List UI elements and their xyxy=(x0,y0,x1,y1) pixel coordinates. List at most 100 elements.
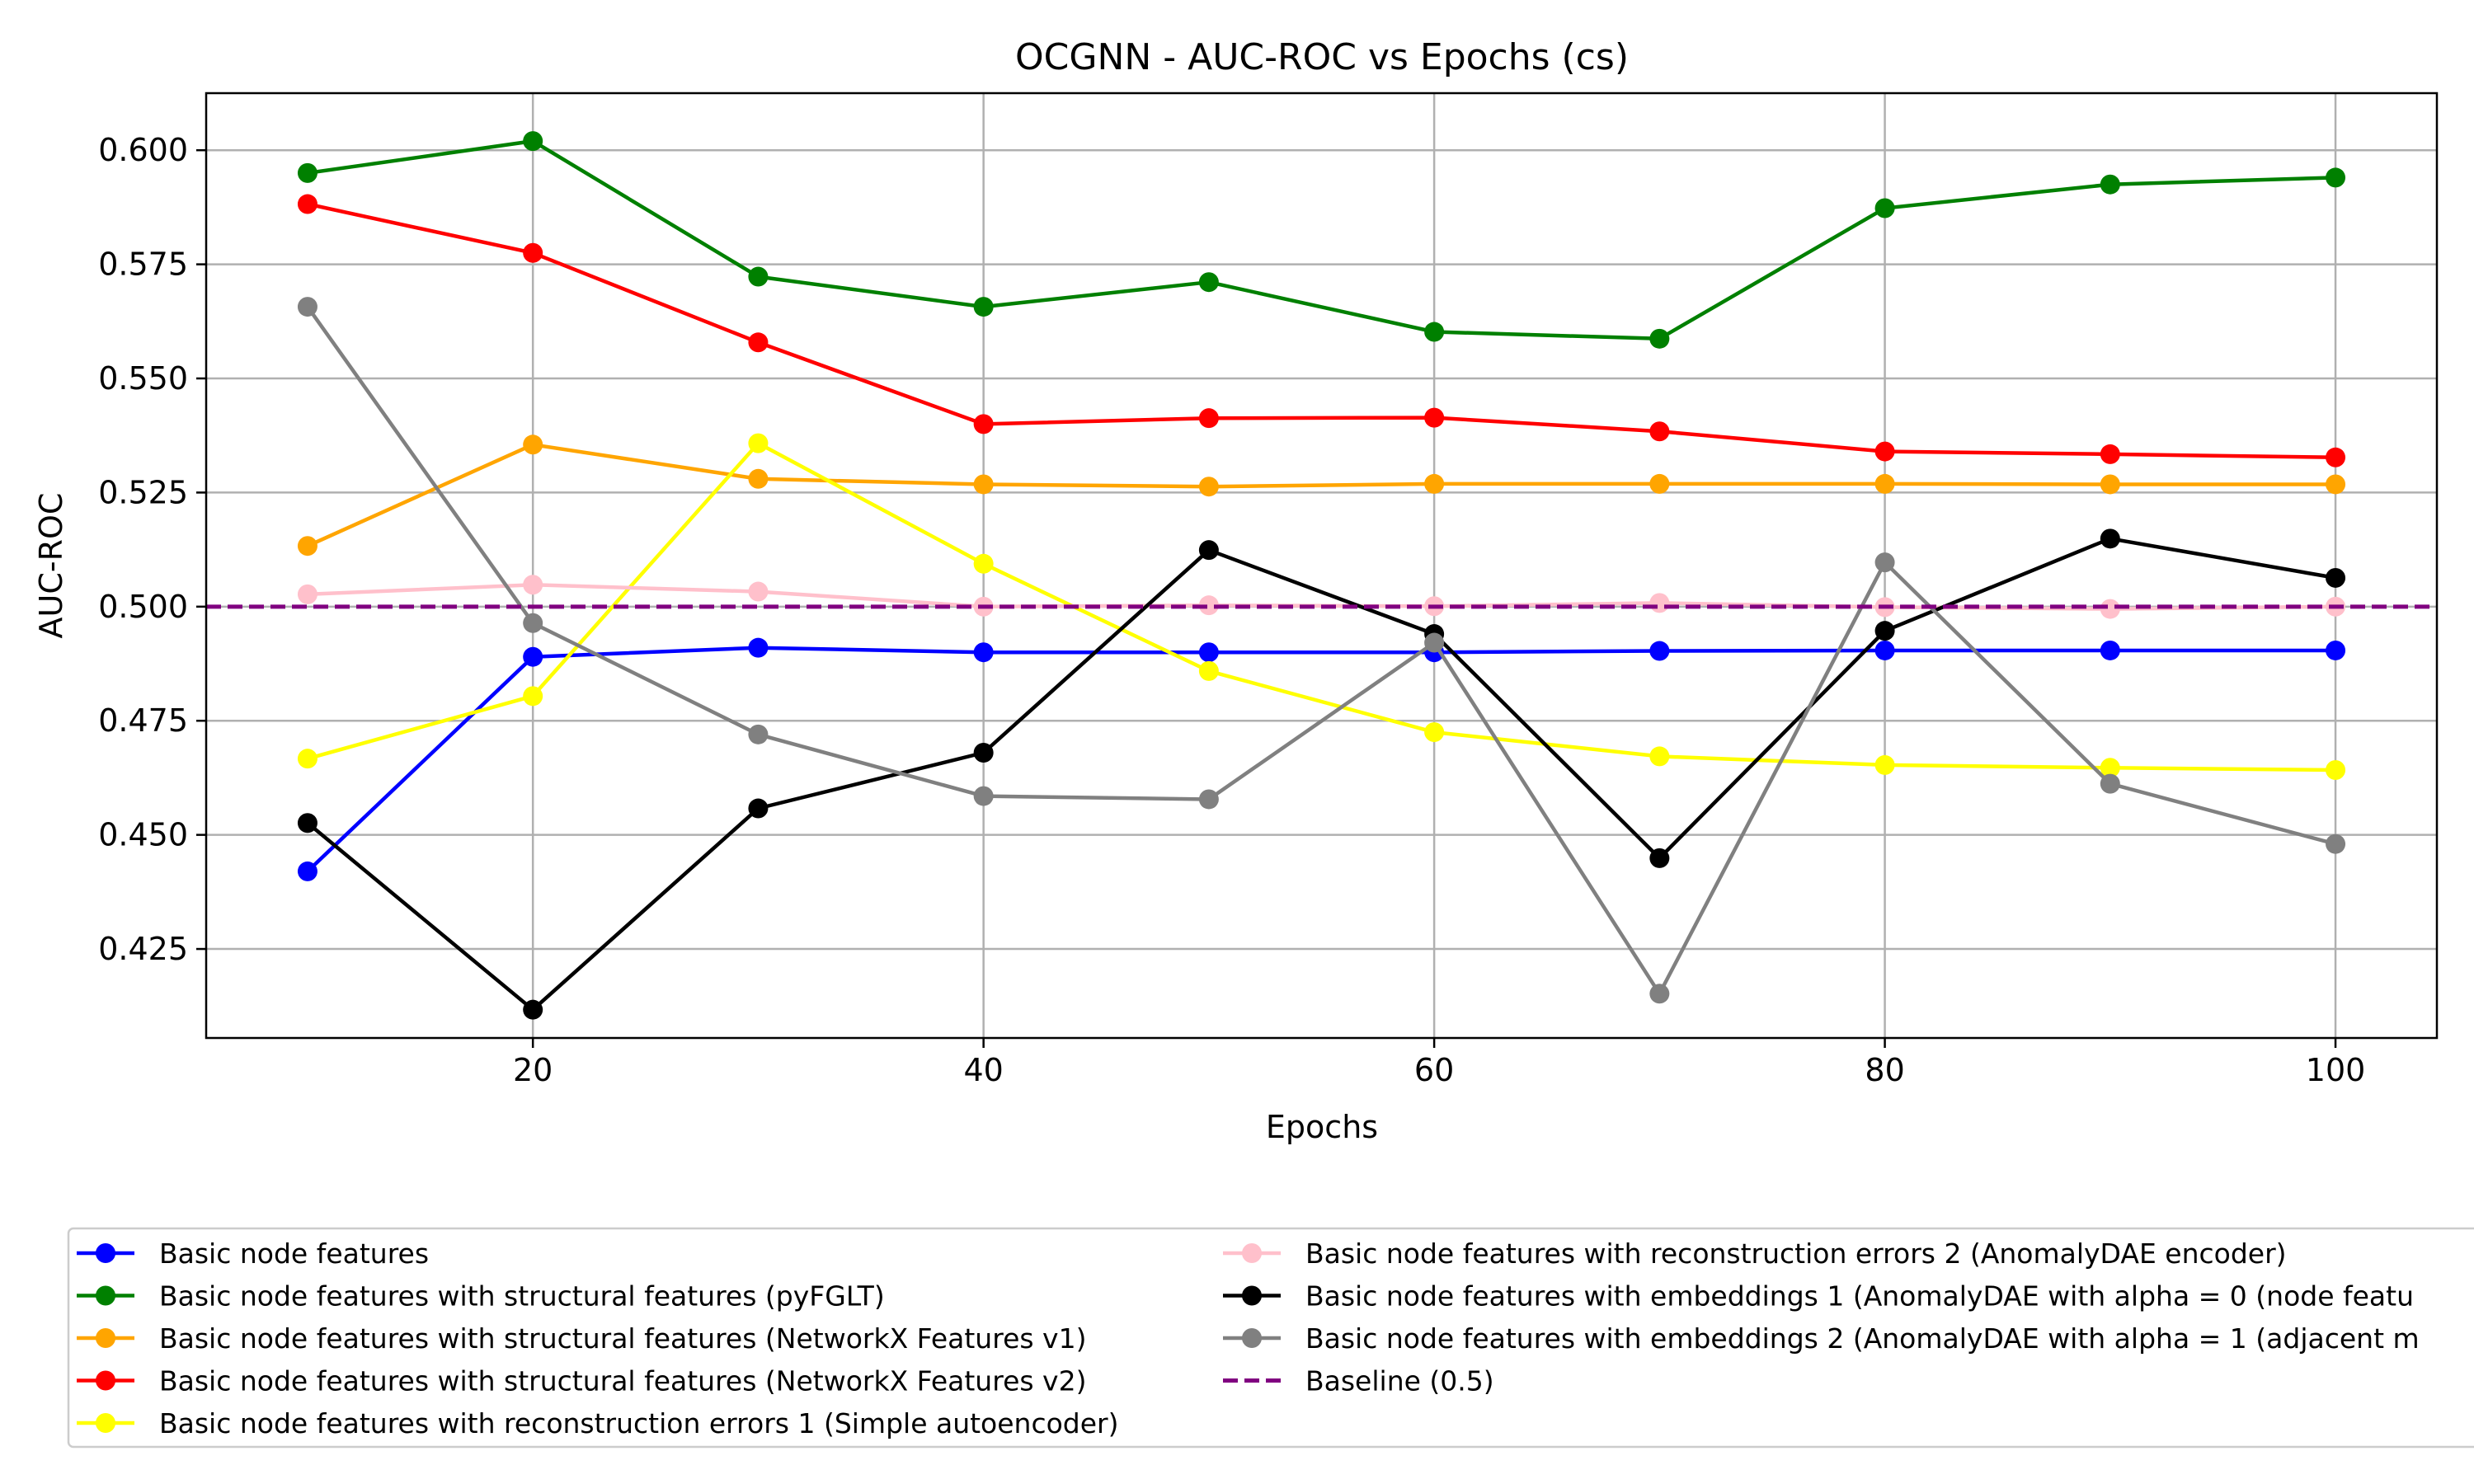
data-point xyxy=(1198,477,1219,497)
series-4 xyxy=(297,194,2346,467)
legend-entry: Basic node features with reconstruction … xyxy=(77,1407,1119,1439)
y-tick-label: 0.425 xyxy=(98,931,188,967)
data-point xyxy=(1198,408,1219,429)
series-line xyxy=(307,441,2336,773)
legend-label: Basic node features with reconstruction … xyxy=(1305,1237,2287,1270)
x-tick-label: 100 xyxy=(2306,1052,2366,1088)
data-point xyxy=(297,297,317,317)
data-point xyxy=(2326,760,2346,781)
data-point xyxy=(297,162,317,183)
data-point xyxy=(748,581,769,602)
series-line xyxy=(307,202,2336,460)
x-tick-label: 20 xyxy=(513,1052,553,1088)
data-point xyxy=(297,861,317,881)
data-point xyxy=(1874,552,1895,573)
data-point xyxy=(523,646,543,667)
data-point xyxy=(297,584,317,604)
data-point xyxy=(2326,447,2346,467)
data-point xyxy=(1649,328,1670,349)
data-point xyxy=(1874,441,1895,462)
data-point xyxy=(1649,848,1670,868)
data-point xyxy=(748,798,769,819)
legend: Basic node features Basic node features w… xyxy=(67,1227,2474,1449)
legend-label: Basic node features with structural feat… xyxy=(159,1280,885,1313)
data-point xyxy=(1424,473,1445,494)
data-point xyxy=(523,999,543,1020)
data-point xyxy=(973,742,994,763)
data-point xyxy=(748,468,769,489)
legend-marker xyxy=(1242,1328,1262,1348)
series-line xyxy=(307,443,2335,548)
legend-label: Basic node features with structural feat… xyxy=(159,1322,1086,1355)
data-point xyxy=(523,613,543,633)
data-point xyxy=(523,131,543,152)
data-point xyxy=(1649,746,1670,767)
legend-marker xyxy=(96,1413,115,1433)
data-point xyxy=(1198,660,1219,681)
series-7 xyxy=(297,528,2346,1020)
data-point xyxy=(297,194,317,214)
legend-entry: Basic node features with structural feat… xyxy=(77,1365,1086,1397)
data-point xyxy=(2100,174,2120,195)
y-tick-label: 0.475 xyxy=(98,702,188,739)
legend-entries: Basic node features Basic node features w… xyxy=(77,1237,2420,1439)
data-point xyxy=(1649,984,1670,1004)
legend-label: Basic node features xyxy=(159,1237,429,1270)
data-point xyxy=(748,332,769,353)
data-point xyxy=(2100,474,2120,495)
data-point xyxy=(748,266,769,287)
data-point xyxy=(1424,722,1445,743)
data-point xyxy=(748,724,769,744)
legend-label: Basic node features with structural feat… xyxy=(159,1365,1086,1397)
data-point xyxy=(523,242,543,263)
series-5 xyxy=(297,433,2346,781)
legend-marker xyxy=(96,1328,115,1348)
legend-label: Basic node features with embeddings 2 (A… xyxy=(1305,1322,2420,1355)
data-point xyxy=(1424,632,1445,653)
legend-entry: Basic node features with embeddings 2 (A… xyxy=(1223,1322,2420,1355)
grid xyxy=(206,93,2437,1038)
y-axis-label: AUC-ROC xyxy=(33,493,69,639)
data-point xyxy=(2100,599,2120,619)
legend-marker xyxy=(96,1243,115,1263)
data-point xyxy=(297,813,317,834)
y-tick-label: 0.525 xyxy=(98,474,188,510)
data-point xyxy=(973,786,994,806)
data-point xyxy=(2326,640,2346,660)
legend-entry: Basic node features with embeddings 1 (A… xyxy=(1223,1280,2414,1313)
series-line xyxy=(306,305,2336,996)
data-point xyxy=(2326,834,2346,854)
data-point xyxy=(297,536,317,556)
legend-label: Basic node features with embeddings 1 (A… xyxy=(1305,1280,2414,1313)
data-point xyxy=(1874,473,1895,494)
data-point xyxy=(1424,407,1445,428)
y-tick-label: 0.500 xyxy=(98,589,188,625)
legend-entry: Basic node features with structural feat… xyxy=(77,1322,1086,1355)
y-tick-label: 0.550 xyxy=(98,360,188,397)
legend-label: Basic node features with reconstruction … xyxy=(159,1407,1119,1439)
data-point xyxy=(973,297,994,317)
data-point xyxy=(1649,593,1670,613)
series-line xyxy=(306,646,2335,873)
legend-entry: Baseline (0.5) xyxy=(1223,1365,1494,1397)
data-point xyxy=(1198,595,1219,616)
data-point xyxy=(1874,621,1895,641)
legend-marker xyxy=(1242,1285,1262,1306)
data-point xyxy=(2326,474,2346,495)
data-point xyxy=(1874,198,1895,218)
data-point xyxy=(1874,640,1895,660)
ticks: 20 40 60 80 100 0.425 0.450 0.475 0.500 0.525 0.55… xyxy=(98,132,2365,1088)
legend-entry: Basic node features with structural feat… xyxy=(77,1280,885,1313)
x-tick-label: 40 xyxy=(963,1052,1003,1088)
legend-marker xyxy=(1242,1243,1262,1263)
data-point xyxy=(2100,444,2120,464)
data-point xyxy=(523,575,543,595)
data-point xyxy=(1649,473,1670,494)
x-tick-label: 60 xyxy=(1414,1052,1454,1088)
series-3 xyxy=(297,434,2346,556)
data-point xyxy=(973,642,994,663)
data-point xyxy=(297,749,317,769)
data-point xyxy=(973,414,994,434)
series-6 xyxy=(297,575,2346,619)
